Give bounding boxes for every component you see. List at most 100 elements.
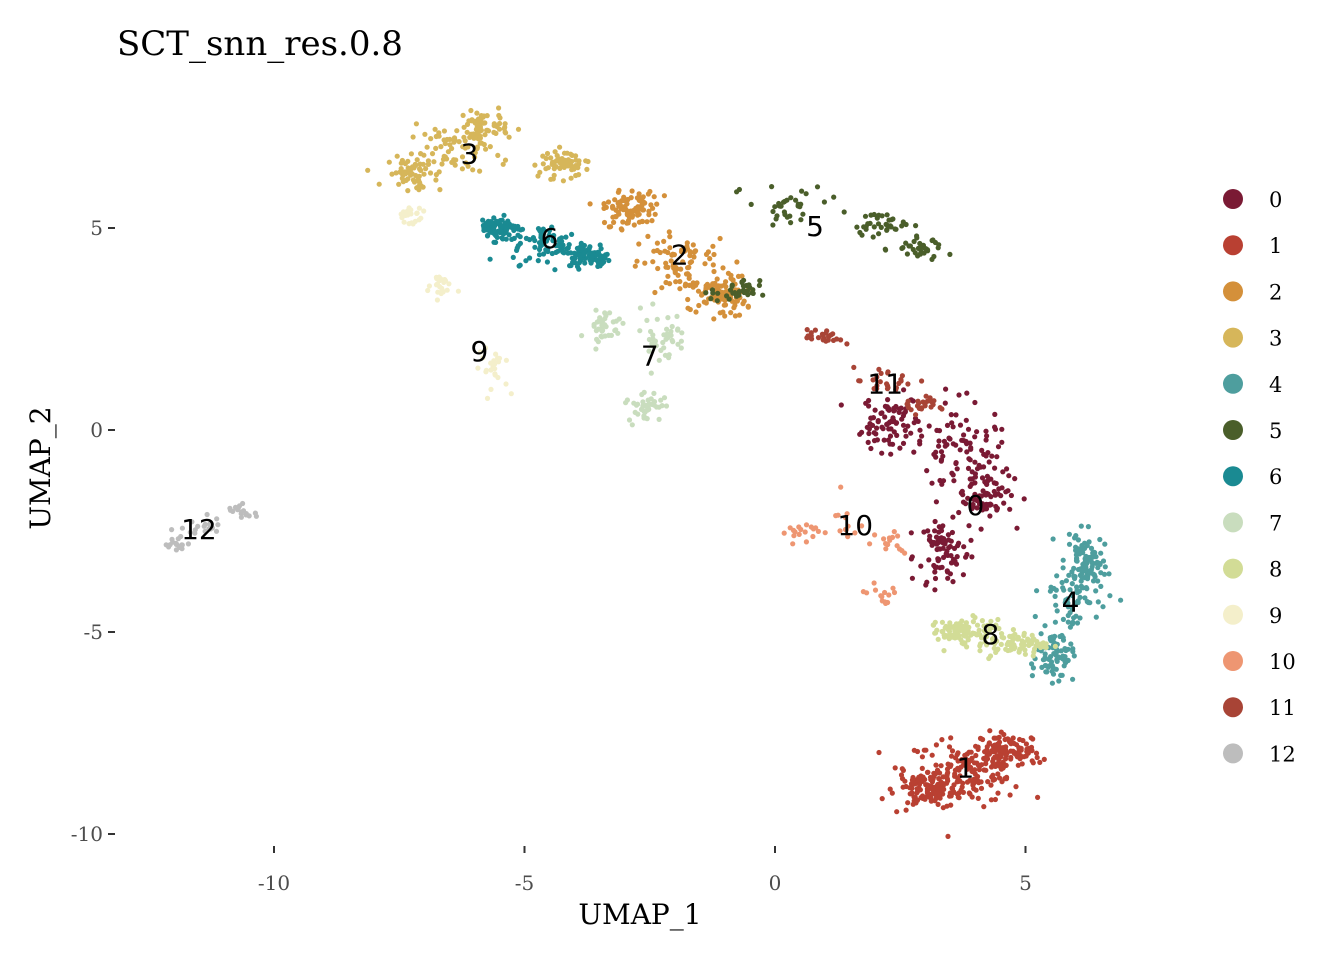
point xyxy=(936,438,942,444)
point xyxy=(972,471,979,477)
point xyxy=(670,339,676,345)
point xyxy=(987,502,993,508)
point xyxy=(1012,476,1018,482)
point xyxy=(654,247,660,254)
point xyxy=(679,330,685,336)
point xyxy=(408,207,414,213)
point xyxy=(921,747,927,753)
point xyxy=(831,194,837,200)
point xyxy=(502,129,508,135)
point xyxy=(885,599,891,606)
point xyxy=(1065,604,1071,610)
point xyxy=(1005,488,1011,494)
point xyxy=(998,752,1004,759)
point xyxy=(871,430,877,436)
point xyxy=(420,184,426,190)
point xyxy=(909,791,915,797)
cluster-label-12: 12 xyxy=(181,513,217,546)
point xyxy=(551,166,557,172)
point xyxy=(620,320,626,326)
point xyxy=(854,224,860,230)
point xyxy=(927,533,933,539)
point xyxy=(577,255,583,261)
point xyxy=(558,159,564,165)
point xyxy=(629,422,635,428)
legend-label: 3 xyxy=(1269,327,1282,351)
point xyxy=(923,246,929,252)
point xyxy=(899,223,905,229)
point xyxy=(996,757,1002,763)
point xyxy=(503,381,509,387)
point xyxy=(955,543,961,549)
point xyxy=(215,522,221,528)
point xyxy=(1000,469,1006,475)
point xyxy=(711,268,717,275)
point xyxy=(192,527,198,533)
point xyxy=(204,511,210,518)
point xyxy=(1118,597,1124,603)
point xyxy=(624,220,630,226)
point xyxy=(891,529,897,535)
point xyxy=(472,150,478,156)
point xyxy=(665,273,671,279)
point xyxy=(654,240,661,246)
point xyxy=(433,177,439,183)
point xyxy=(1101,571,1108,577)
point xyxy=(701,299,707,305)
point xyxy=(480,222,486,229)
point xyxy=(959,618,965,624)
point xyxy=(928,783,934,789)
point xyxy=(953,622,959,628)
point xyxy=(932,518,938,525)
point xyxy=(866,426,873,432)
point xyxy=(893,386,899,393)
point xyxy=(665,249,671,256)
point xyxy=(891,429,897,435)
point xyxy=(948,802,954,808)
point xyxy=(708,296,714,302)
point xyxy=(663,403,670,409)
point xyxy=(506,232,512,238)
point xyxy=(653,343,659,349)
point xyxy=(169,527,175,533)
point xyxy=(830,331,836,337)
point xyxy=(650,259,656,265)
point xyxy=(1048,584,1054,590)
point xyxy=(179,525,185,531)
point xyxy=(938,763,944,769)
point xyxy=(549,161,555,167)
point xyxy=(436,169,442,175)
point xyxy=(902,409,909,415)
point xyxy=(401,219,407,225)
point xyxy=(506,134,512,140)
point xyxy=(908,530,914,536)
point xyxy=(663,260,669,266)
point xyxy=(781,530,787,536)
point xyxy=(661,238,667,244)
cluster-label-6: 6 xyxy=(541,222,559,255)
point xyxy=(559,238,565,244)
point xyxy=(978,785,985,792)
point xyxy=(648,370,654,376)
x-tick-label: -10 xyxy=(258,871,290,895)
legend-item-10: 10 xyxy=(1223,650,1296,674)
point xyxy=(1052,593,1058,600)
point xyxy=(167,542,173,548)
point xyxy=(862,213,869,219)
point xyxy=(705,249,712,255)
point xyxy=(913,223,919,229)
point xyxy=(989,453,995,459)
point xyxy=(941,632,947,638)
cluster-3-points xyxy=(365,105,591,194)
point xyxy=(772,204,778,210)
point xyxy=(572,260,578,266)
point xyxy=(658,397,664,403)
point xyxy=(416,217,422,223)
point xyxy=(917,779,923,785)
point xyxy=(902,550,908,556)
point xyxy=(451,139,457,145)
point xyxy=(1059,656,1066,662)
point xyxy=(990,762,996,768)
cluster-label-10: 10 xyxy=(837,509,873,542)
point xyxy=(960,572,967,578)
